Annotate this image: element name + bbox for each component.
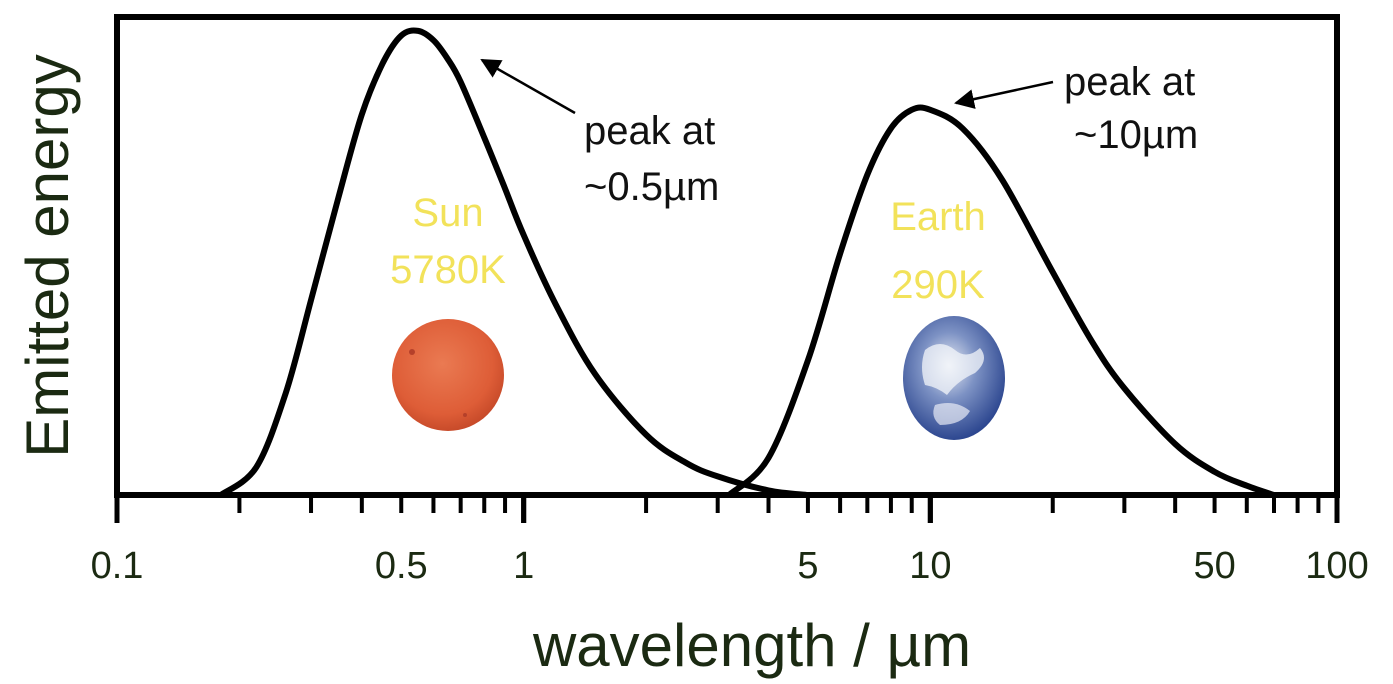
- sun-peak-annotation-line2: ~0.5µm: [584, 165, 719, 209]
- x-tick-label: 5: [797, 545, 818, 587]
- earth-spectrum-line: [727, 104, 1275, 498]
- spectrum-curves: [218, 27, 1275, 498]
- sun-spectrum-line: [218, 27, 809, 498]
- sun-temp-label: 5780K: [390, 248, 506, 292]
- earth-peak-annotation-line2: ~10µm: [1074, 113, 1198, 157]
- earth-peak-arrow: [954, 80, 1054, 109]
- earth-peak-annotation-line1: peak at: [1064, 60, 1195, 104]
- earth-clouds: [922, 344, 984, 395]
- sun-peak-arrow: [480, 58, 576, 115]
- sun-spot: [409, 349, 415, 355]
- sun-name-label: Sun: [412, 191, 483, 235]
- earth-name-label: Earth: [890, 195, 986, 239]
- x-tick-label: 1: [513, 545, 534, 587]
- sun-peak-annotation-line1: peak at: [584, 109, 715, 153]
- plot-frame: [114, 14, 1340, 498]
- earth-clouds: [933, 403, 970, 425]
- sun-spot: [463, 413, 467, 417]
- x-axis-title: wavelength / µm: [532, 612, 971, 679]
- x-tick-label: 0.1: [91, 545, 144, 587]
- x-tick-label: 0.5: [375, 545, 428, 587]
- x-axis-ticks: [114, 495, 1340, 523]
- earth-temp-label: 290K: [891, 263, 985, 307]
- x-tick-label: 50: [1193, 545, 1235, 587]
- y-axis-title: Emitted energy: [14, 54, 81, 458]
- x-tick-label: 10: [909, 545, 951, 587]
- sun-icon: [392, 319, 504, 431]
- x-tick-label: 100: [1305, 545, 1368, 587]
- x-axis-tick-labels: 0.1 0.5 1 5 10 50 100: [91, 545, 1369, 587]
